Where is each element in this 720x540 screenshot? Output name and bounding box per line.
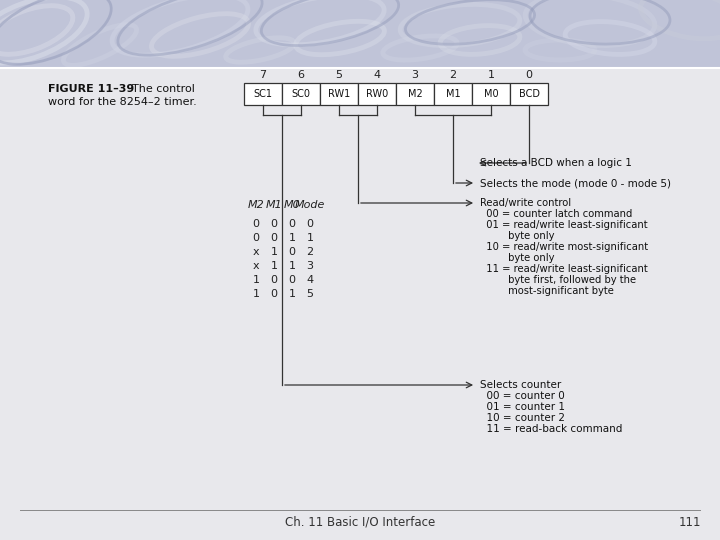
Text: 0: 0 — [271, 233, 277, 243]
Text: 10 = counter 2: 10 = counter 2 — [480, 413, 565, 423]
Text: 0: 0 — [526, 70, 533, 80]
Text: byte first, followed by the: byte first, followed by the — [480, 275, 636, 285]
Text: 0: 0 — [289, 247, 295, 257]
Bar — [282, 83, 320, 105]
Text: M1: M1 — [266, 200, 282, 210]
Text: 01 = read/write least-significant: 01 = read/write least-significant — [480, 220, 647, 230]
Text: x: x — [253, 247, 259, 257]
Text: Ch. 11 Basic I/O Interface: Ch. 11 Basic I/O Interface — [285, 516, 435, 529]
Text: 0: 0 — [271, 289, 277, 299]
Bar — [472, 83, 510, 105]
Text: 0: 0 — [289, 219, 295, 229]
Text: Mode: Mode — [294, 200, 325, 210]
Text: 5: 5 — [336, 70, 343, 80]
Bar — [396, 83, 434, 105]
Bar — [358, 83, 396, 105]
Bar — [320, 83, 358, 105]
Text: RW1: RW1 — [328, 89, 350, 99]
Text: 0: 0 — [289, 275, 295, 285]
Text: 00 = counter latch command: 00 = counter latch command — [480, 209, 632, 219]
Text: 1: 1 — [289, 261, 295, 271]
Text: 1: 1 — [289, 233, 295, 243]
Text: BCD: BCD — [518, 89, 539, 99]
Text: Selects a BCD when a logic 1: Selects a BCD when a logic 1 — [480, 158, 632, 168]
Text: M2: M2 — [248, 200, 264, 210]
Text: M0: M0 — [484, 89, 498, 99]
Text: x: x — [253, 261, 259, 271]
Text: 1: 1 — [307, 233, 313, 243]
Text: SC0: SC0 — [292, 89, 310, 99]
Text: 5: 5 — [307, 289, 313, 299]
Text: SC1: SC1 — [253, 89, 272, 99]
Text: FIGURE 11–39: FIGURE 11–39 — [48, 84, 134, 94]
Text: 0: 0 — [271, 275, 277, 285]
Text: M2: M2 — [408, 89, 423, 99]
Text: 1: 1 — [271, 261, 277, 271]
Bar — [434, 83, 472, 105]
Text: 0: 0 — [253, 219, 259, 229]
Text: Read/write control: Read/write control — [480, 198, 571, 208]
Text: 1: 1 — [253, 275, 259, 285]
Text: word for the 8254–2 timer.: word for the 8254–2 timer. — [48, 97, 197, 107]
Text: M1: M1 — [446, 89, 460, 99]
Text: 4: 4 — [374, 70, 381, 80]
Text: 1: 1 — [271, 247, 277, 257]
Text: 0: 0 — [253, 233, 259, 243]
Text: M0: M0 — [284, 200, 300, 210]
Text: The control: The control — [125, 84, 195, 94]
Text: 1: 1 — [253, 289, 259, 299]
Text: 3: 3 — [412, 70, 418, 80]
Text: 111: 111 — [679, 516, 701, 529]
Text: 01 = counter 1: 01 = counter 1 — [480, 402, 565, 412]
Bar — [244, 83, 282, 105]
Text: 7: 7 — [259, 70, 266, 80]
Text: 00 = counter 0: 00 = counter 0 — [480, 391, 564, 401]
Text: 3: 3 — [307, 261, 313, 271]
Text: 11 = read-back command: 11 = read-back command — [480, 424, 622, 434]
Text: most-significant byte: most-significant byte — [480, 286, 614, 296]
Text: 0: 0 — [271, 219, 277, 229]
Text: 2: 2 — [449, 70, 456, 80]
Bar — [0, 0, 720, 68]
Text: Selects counter: Selects counter — [480, 380, 562, 390]
Text: 1: 1 — [487, 70, 495, 80]
Text: RW0: RW0 — [366, 89, 388, 99]
Bar — [510, 83, 548, 105]
Text: 6: 6 — [297, 70, 305, 80]
Text: byte only: byte only — [480, 253, 554, 263]
Text: 0: 0 — [307, 219, 313, 229]
Text: 2: 2 — [307, 247, 314, 257]
Text: byte only: byte only — [480, 231, 554, 241]
Text: 1: 1 — [289, 289, 295, 299]
Text: 11 = read/write least-significant: 11 = read/write least-significant — [480, 264, 648, 274]
Text: Selects the mode (mode 0 - mode 5): Selects the mode (mode 0 - mode 5) — [480, 178, 671, 188]
Text: 4: 4 — [307, 275, 314, 285]
Text: 10 = read/write most-significant: 10 = read/write most-significant — [480, 242, 648, 252]
